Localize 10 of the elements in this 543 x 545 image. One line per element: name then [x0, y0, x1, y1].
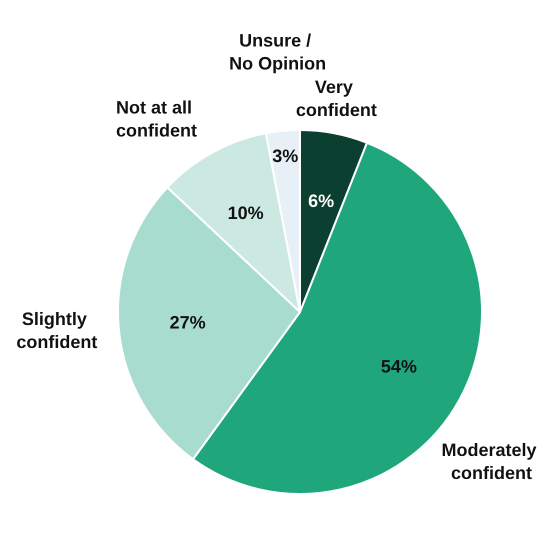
slice-label: Unsure / No Opinion [229, 30, 326, 74]
slice-label: Slightly confident [16, 308, 98, 352]
slice-label: Moderately confident [441, 440, 537, 484]
data-label: 27% [170, 312, 206, 333]
data-label: 54% [380, 356, 417, 376]
slice-label: Not at all confident [116, 97, 198, 140]
slice-label: Very confident [296, 76, 377, 120]
data-label: 10% [228, 203, 264, 224]
data-label: 6% [308, 191, 334, 212]
data-label: 3% [272, 146, 298, 166]
